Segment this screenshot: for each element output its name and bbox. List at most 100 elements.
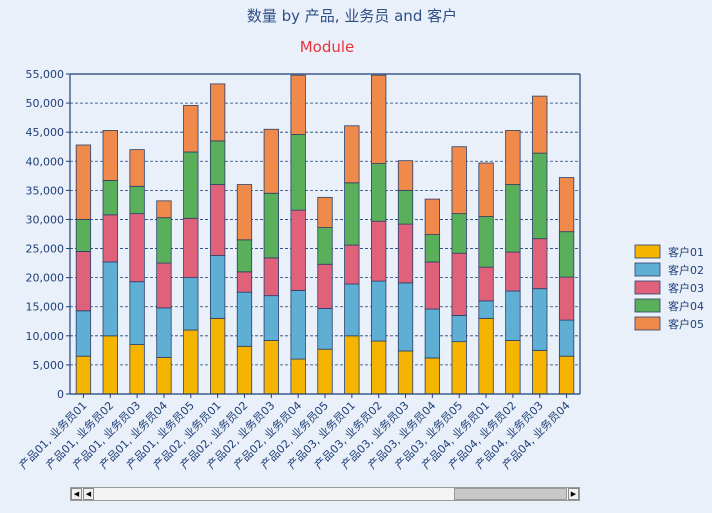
bar-segment[interactable] (263, 192, 279, 259)
bar-segment[interactable] (209, 255, 226, 319)
bar-segment[interactable] (397, 160, 414, 191)
bar-segment[interactable] (209, 140, 226, 185)
bar-segment[interactable] (156, 217, 172, 264)
legend-label[interactable]: 客户05 (668, 317, 704, 331)
bar-segment[interactable] (75, 219, 92, 252)
bar-segment[interactable] (505, 340, 521, 395)
bar-segment[interactable] (532, 349, 548, 395)
bar-segment[interactable] (478, 162, 494, 217)
bar-segment[interactable] (129, 185, 145, 215)
bar-segment[interactable] (371, 163, 387, 222)
legend-swatch[interactable] (634, 316, 661, 331)
bar-segment[interactable] (397, 223, 414, 284)
bar-segment[interactable] (102, 261, 118, 337)
bar-segment[interactable] (371, 74, 387, 164)
bar-segment[interactable] (75, 251, 92, 312)
bar-segment[interactable] (290, 209, 306, 291)
legend[interactable]: 客户01 客户02 客户03 客户04 客户05 (634, 244, 704, 331)
bar-segment[interactable] (183, 277, 199, 331)
bar-segment[interactable] (451, 341, 467, 395)
bar-segment[interactable] (290, 74, 306, 135)
bar-segment[interactable] (317, 196, 333, 229)
bar-segment[interactable] (317, 308, 333, 350)
legend-swatch[interactable] (634, 280, 661, 295)
bar-segment[interactable] (236, 291, 253, 347)
bar-segment[interactable] (236, 184, 253, 241)
bar-segment[interactable] (532, 288, 548, 351)
bar-segment[interactable] (183, 105, 199, 153)
bar-segment[interactable] (156, 262, 172, 309)
bar-segment[interactable] (532, 238, 548, 290)
bar-segment[interactable] (156, 307, 172, 358)
bar-segment[interactable] (102, 335, 118, 395)
bar-segment[interactable] (129, 149, 145, 187)
bar-segment[interactable] (558, 319, 575, 357)
chart-scrollbar[interactable]: ◀ ◀ ▶ (70, 487, 580, 501)
bar-segment[interactable] (344, 335, 360, 395)
bar-segment[interactable] (397, 282, 414, 352)
bar-segment[interactable] (236, 271, 253, 293)
bar-segment[interactable] (290, 358, 306, 395)
bar-segment[interactable] (344, 244, 360, 285)
bar-segment[interactable] (505, 251, 521, 292)
bar-segment[interactable] (209, 317, 226, 395)
scroll-next-button[interactable]: ▶ (568, 488, 579, 500)
bar-segment[interactable] (371, 340, 387, 395)
bar-segment[interactable] (478, 300, 494, 319)
legend-swatch[interactable] (634, 298, 661, 313)
bar-segment[interactable] (478, 317, 494, 395)
bar-segment[interactable] (505, 184, 521, 253)
bar-segment[interactable] (344, 283, 360, 337)
bar-segment[interactable] (263, 295, 279, 341)
bar-segment[interactable] (129, 213, 145, 283)
bar-segment[interactable] (478, 266, 494, 302)
bar-segment[interactable] (317, 263, 333, 309)
bar-segment[interactable] (344, 182, 360, 246)
legend-label[interactable]: 客户01 (668, 245, 704, 259)
bar-segment[interactable] (102, 130, 118, 181)
bar-segment[interactable] (451, 252, 467, 316)
bar-segment[interactable] (263, 257, 279, 297)
bar-segment[interactable] (424, 308, 441, 359)
bar-segment[interactable] (344, 125, 360, 184)
bar-segment[interactable] (451, 146, 467, 215)
bar-segment[interactable] (424, 234, 441, 263)
bar-segment[interactable] (397, 350, 414, 395)
bar-segment[interactable] (532, 95, 548, 154)
bar-segment[interactable] (129, 281, 145, 345)
scroll-thumb[interactable] (454, 488, 567, 500)
legend-swatch[interactable] (634, 244, 661, 259)
bar-segment[interactable] (317, 227, 333, 265)
bar-segment[interactable] (478, 216, 494, 268)
bar-segment[interactable] (424, 261, 441, 310)
bar-segment[interactable] (183, 329, 199, 395)
bar-segment[interactable] (156, 200, 172, 219)
bar-segment[interactable] (209, 83, 226, 142)
legend-label[interactable]: 客户04 (668, 299, 704, 313)
bar-segment[interactable] (263, 128, 279, 194)
bar-segment[interactable] (558, 177, 575, 233)
bar-segment[interactable] (290, 134, 306, 211)
bar-segment[interactable] (183, 217, 199, 279)
bar-segment[interactable] (558, 231, 575, 278)
bar-segment[interactable] (424, 357, 441, 395)
bar-segment[interactable] (156, 356, 172, 395)
bar-segment[interactable] (371, 280, 387, 342)
bar-segment[interactable] (75, 310, 92, 357)
bar-segment[interactable] (102, 180, 118, 216)
bar-segment[interactable] (129, 344, 145, 395)
legend-label[interactable]: 客户02 (668, 263, 704, 277)
bar-segment[interactable] (397, 189, 414, 225)
bar-segment[interactable] (451, 315, 467, 343)
bar-segment[interactable] (75, 355, 92, 395)
bar-segment[interactable] (505, 290, 521, 341)
legend-label[interactable]: 客户03 (668, 281, 704, 295)
bar-segment[interactable] (451, 213, 467, 254)
bar-segment[interactable] (236, 345, 253, 395)
bar-segment[interactable] (424, 198, 441, 235)
bar-segment[interactable] (263, 340, 279, 395)
bar-segment[interactable] (317, 348, 333, 395)
bar-segment[interactable] (371, 220, 387, 282)
bar-segment[interactable] (505, 130, 521, 185)
bar-segment[interactable] (532, 152, 548, 240)
